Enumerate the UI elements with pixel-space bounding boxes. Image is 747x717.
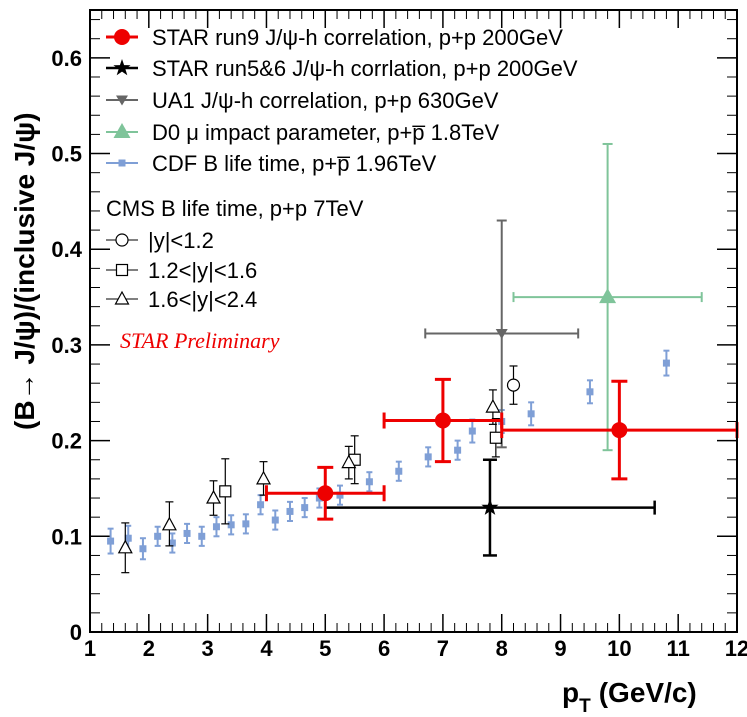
marker-circle-open xyxy=(506,378,521,392)
x-axis-title-main: p xyxy=(562,677,579,708)
marker-triangle-open xyxy=(485,398,501,413)
y-tick-label: 0.5 xyxy=(51,142,82,167)
marker-triangle-open xyxy=(206,489,222,504)
marker-square xyxy=(198,532,206,540)
marker-triangle-open xyxy=(341,454,357,469)
x-tick-label: 10 xyxy=(607,636,631,661)
x-tick-label: 6 xyxy=(378,636,390,661)
tick-marks xyxy=(89,10,738,633)
marker-square xyxy=(107,537,115,545)
legend-label: CDF B life time, p+p̅ 1.96TeV xyxy=(152,151,437,176)
marker-circle-open xyxy=(115,233,129,247)
series-3 xyxy=(512,142,703,452)
plot-frame xyxy=(89,9,738,633)
marker-square xyxy=(154,532,162,540)
x-tick-label: 12 xyxy=(725,636,747,661)
marker-square xyxy=(139,545,147,553)
marker-square xyxy=(301,504,309,512)
marker-square xyxy=(468,427,476,435)
legend-label: 1.2<|y|<1.6 xyxy=(148,258,257,283)
legend-label: 1.6<|y|<2.4 xyxy=(148,287,257,312)
marker-square xyxy=(286,507,294,515)
marker-square xyxy=(118,159,126,167)
marker-square xyxy=(586,388,594,396)
marker-square xyxy=(271,516,279,524)
marker-circle-filled xyxy=(114,29,130,45)
series-5 xyxy=(506,365,521,405)
preliminary-annotation: STAR Preliminary xyxy=(120,328,280,353)
marker-triangle-open xyxy=(117,539,133,554)
x-tick-label: 8 xyxy=(496,636,508,661)
x-tick-label: 7 xyxy=(437,636,449,661)
marker-circle-filled xyxy=(317,485,334,502)
marker-square xyxy=(212,523,220,531)
marker-square xyxy=(454,446,462,454)
series-2 xyxy=(424,219,580,449)
marker-square xyxy=(527,410,535,418)
marker-square xyxy=(124,534,132,542)
data-layer xyxy=(107,142,739,574)
x-axis-title-unit: (GeV/c) xyxy=(599,677,697,708)
legend-label: STAR run9 J/ψ-h correlation, p+p 200GeV xyxy=(152,25,563,50)
marker-circle-filled xyxy=(434,412,451,429)
y-tick-label: 0.3 xyxy=(51,333,82,358)
x-tick-label: 4 xyxy=(260,636,273,661)
y-axis-title: (B→ J/ψ)/(inclusive J/ψ) xyxy=(9,112,40,430)
marker-square-open xyxy=(115,263,129,277)
marker-triangle-open xyxy=(161,516,177,531)
legend-label: |y|<1.2 xyxy=(148,228,214,253)
x-tick-label: 5 xyxy=(319,636,331,661)
legend: STAR run9 J/ψ-h correlation, p+p 200GeV S… xyxy=(106,25,578,312)
marker-square xyxy=(662,359,670,367)
x-tick-label: 11 xyxy=(667,636,690,661)
marker-square xyxy=(168,539,176,547)
x-tick-label: 9 xyxy=(554,636,566,661)
marker-square xyxy=(227,521,235,529)
marker-star xyxy=(481,498,499,515)
series-7 xyxy=(117,389,501,574)
legend-label: D0 μ impact parameter, p+p̅ 1.8TeV xyxy=(152,120,499,145)
marker-triangle-open xyxy=(114,290,130,305)
marker-square xyxy=(365,478,373,486)
y-tick-label: 0.6 xyxy=(51,46,82,71)
marker-square xyxy=(424,453,432,461)
marker-square xyxy=(336,491,344,499)
legend-label: STAR run5&6 J/ψ-h corrlation, p+p 200GeV xyxy=(152,56,578,81)
marker-square-open xyxy=(489,431,502,444)
marker-square xyxy=(242,520,250,528)
y-tick-label: 0.4 xyxy=(51,237,82,262)
series-6 xyxy=(219,418,502,525)
marker-triangle-down xyxy=(495,328,508,339)
marker-square-open xyxy=(219,485,232,498)
x-tick-label: 2 xyxy=(143,636,155,661)
marker-star xyxy=(113,59,131,76)
marker-square xyxy=(257,501,265,509)
x-tick-label: 1 xyxy=(84,636,96,661)
marker-square xyxy=(395,467,403,475)
y-tick-label: 0.2 xyxy=(51,429,82,454)
marker-triangle-up xyxy=(113,123,131,138)
x-tick-label: 3 xyxy=(202,636,214,661)
legend-header: CMS B life time, p+p 7TeV xyxy=(106,196,364,221)
y-tick-label: 0.1 xyxy=(51,524,82,549)
x-axis-title-sub: T xyxy=(579,696,591,717)
marker-triangle-up xyxy=(599,288,617,304)
y-tick-label: 0 xyxy=(70,620,82,645)
marker-triangle-open xyxy=(256,470,272,485)
x-axis-title: pT (GeV/c) xyxy=(562,677,697,717)
legend-label: UA1 J/ψ-h correlation, p+p 630GeV xyxy=(152,88,499,113)
marker-square xyxy=(183,529,191,537)
marker-triangle-down xyxy=(116,95,128,106)
marker-circle-filled xyxy=(611,422,628,439)
